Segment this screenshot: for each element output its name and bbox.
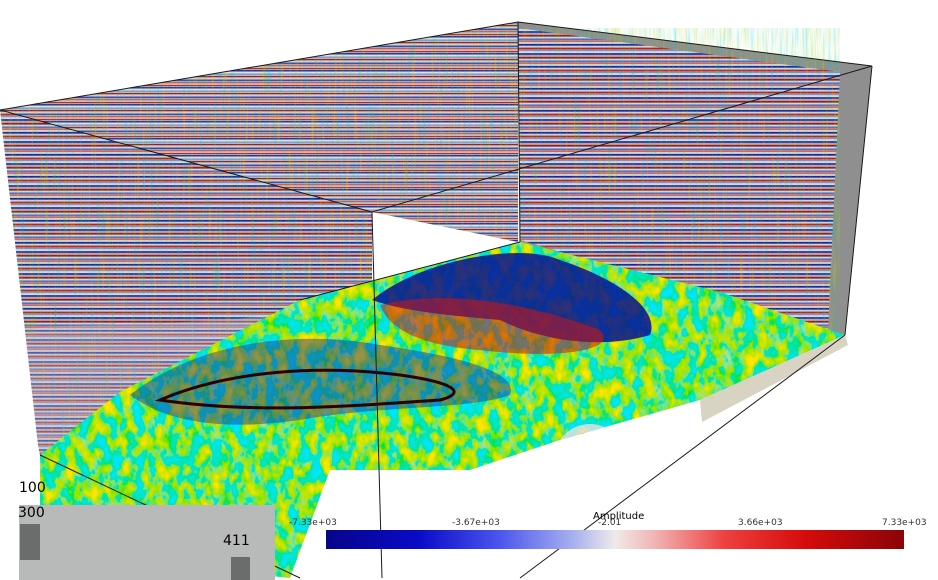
right-wall-slice (518, 22, 872, 335)
slice-index-mid: 300 (18, 505, 45, 521)
amplitude-colorbar (326, 530, 904, 549)
orientation-widget[interactable] (19, 505, 275, 580)
colorbar-tick-max: 7.33e+03 (882, 518, 927, 528)
colorbar-tick-4: 3.66e+03 (738, 518, 783, 528)
floor-ledge (700, 335, 848, 422)
slice-index-right: 411 (223, 533, 250, 549)
colorbar-tick-2: -3.67e+03 (452, 518, 500, 528)
orientation-bar-left (20, 524, 40, 560)
colorbar-title: Amplitude (593, 511, 645, 522)
orientation-bar-right (231, 557, 250, 580)
slice-index-top: 100 (19, 480, 46, 496)
colorbar-tick-min: -7.33e+03 (289, 518, 337, 528)
colorbar-tick-mid: -2.01 (598, 518, 622, 528)
